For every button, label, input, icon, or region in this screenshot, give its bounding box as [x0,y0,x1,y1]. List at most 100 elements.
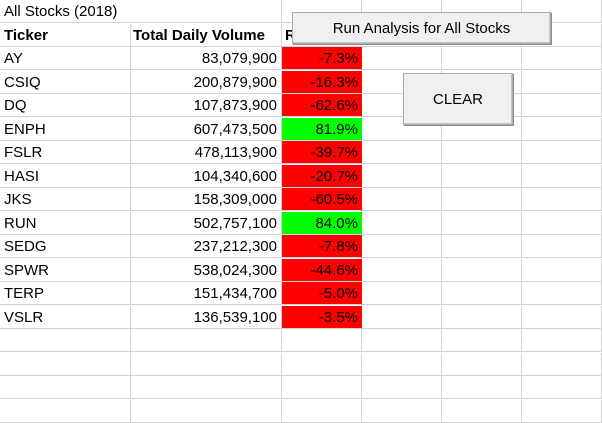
grid-cell[interactable] [0,376,131,399]
grid-cell[interactable] [522,259,602,282]
grid-cell[interactable] [362,141,442,164]
grid-cell[interactable] [522,188,602,211]
grid-cell[interactable] [282,376,362,399]
return-cell[interactable]: -39.7% [282,141,362,164]
grid-cell[interactable] [0,400,131,423]
grid-cell[interactable] [0,329,131,352]
grid-cell[interactable] [131,353,282,376]
grid-cell[interactable] [522,118,602,141]
ticker-cell[interactable]: CSIQ [0,71,131,94]
grid-cell[interactable] [442,329,522,352]
volume-cell[interactable]: 107,873,900 [131,94,282,117]
volume-cell[interactable]: 136,539,100 [131,306,282,329]
grid-cell[interactable] [282,400,362,423]
grid-cell[interactable] [362,165,442,188]
volume-cell[interactable]: 607,473,500 [131,118,282,141]
grid-cell[interactable] [522,94,602,117]
volume-cell[interactable]: 104,340,600 [131,165,282,188]
grid-cell[interactable] [362,306,442,329]
volume-cell[interactable]: 478,113,900 [131,141,282,164]
ticker-cell[interactable]: HASI [0,165,131,188]
grid-cell[interactable] [522,329,602,352]
grid-cell[interactable] [442,188,522,211]
table-row: AY 83,079,900 -7.3% [0,47,602,70]
run-analysis-button[interactable]: Run Analysis for All Stocks [292,12,551,44]
grid-cell[interactable] [362,376,442,399]
ticker-cell[interactable]: TERP [0,282,131,305]
volume-cell[interactable]: 200,879,900 [131,71,282,94]
grid-cell[interactable] [442,212,522,235]
grid-cell[interactable] [522,282,602,305]
grid-cell[interactable] [442,376,522,399]
grid-cell[interactable] [442,165,522,188]
ticker-cell[interactable]: RUN [0,212,131,235]
grid-cell[interactable] [522,47,602,70]
return-cell[interactable]: -62.6% [282,94,362,117]
ticker-cell[interactable]: SPWR [0,259,131,282]
return-cell[interactable]: -3.5% [282,306,362,329]
ticker-cell[interactable]: AY [0,47,131,70]
return-cell[interactable]: -44.6% [282,259,362,282]
ticker-cell[interactable]: JKS [0,188,131,211]
grid-cell[interactable] [442,306,522,329]
return-cell[interactable]: -7.8% [282,235,362,258]
grid-cell[interactable] [131,400,282,423]
ticker-cell[interactable]: FSLR [0,141,131,164]
grid-cell[interactable] [442,400,522,423]
grid-cell[interactable] [522,165,602,188]
grid-cell[interactable] [522,71,602,94]
volume-cell[interactable]: 83,079,900 [131,47,282,70]
grid-cell[interactable] [522,376,602,399]
grid-cell[interactable] [131,376,282,399]
volume-cell[interactable]: 538,024,300 [131,259,282,282]
grid-cell[interactable] [362,47,442,70]
grid-cell[interactable] [362,282,442,305]
grid-cell[interactable] [131,0,282,23]
grid-cell[interactable] [442,141,522,164]
grid-cell[interactable] [362,235,442,258]
volume-cell[interactable]: 502,757,100 [131,212,282,235]
volume-header[interactable]: Total Daily Volume [131,24,282,47]
ticker-cell[interactable]: ENPH [0,118,131,141]
grid-cell[interactable] [442,118,522,141]
clear-button[interactable]: CLEAR [403,73,513,125]
grid-cell[interactable] [362,188,442,211]
volume-cell[interactable]: 158,309,000 [131,188,282,211]
return-cell[interactable]: -5.0% [282,282,362,305]
grid-cell[interactable] [362,212,442,235]
return-cell[interactable]: -20.7% [282,165,362,188]
return-cell[interactable]: -16.3% [282,71,362,94]
volume-cell[interactable]: 151,434,700 [131,282,282,305]
grid-cell[interactable] [522,141,602,164]
grid-cell[interactable] [442,235,522,258]
return-cell[interactable]: -60.5% [282,188,362,211]
grid-cell[interactable] [362,400,442,423]
ticker-cell[interactable]: VSLR [0,306,131,329]
grid-cell[interactable] [442,353,522,376]
grid-cell[interactable] [362,118,442,141]
grid-cell[interactable] [0,353,131,376]
grid-cell[interactable] [522,353,602,376]
grid-cell[interactable] [522,235,602,258]
grid-cell[interactable] [442,282,522,305]
grid-cell[interactable] [522,400,602,423]
grid-cell[interactable] [442,259,522,282]
sheet-title-cell[interactable]: All Stocks (2018) [0,0,131,23]
grid-cell[interactable] [362,329,442,352]
return-cell[interactable]: -7.3% [282,47,362,70]
return-cell[interactable]: 84.0% [282,212,362,235]
ticker-header[interactable]: Ticker [0,24,131,47]
grid-cell[interactable] [522,306,602,329]
ticker-cell[interactable]: SEDG [0,235,131,258]
grid-cell[interactable] [131,329,282,352]
return-cell[interactable]: 81.9% [282,118,362,141]
grid-cell[interactable] [522,212,602,235]
ticker-cell[interactable]: DQ [0,94,131,117]
grid-cell[interactable] [362,259,442,282]
volume-cell[interactable]: 237,212,300 [131,235,282,258]
grid-cell[interactable] [282,353,362,376]
grid-cell[interactable] [362,353,442,376]
grid-cell[interactable] [282,329,362,352]
grid-cell[interactable] [442,47,522,70]
